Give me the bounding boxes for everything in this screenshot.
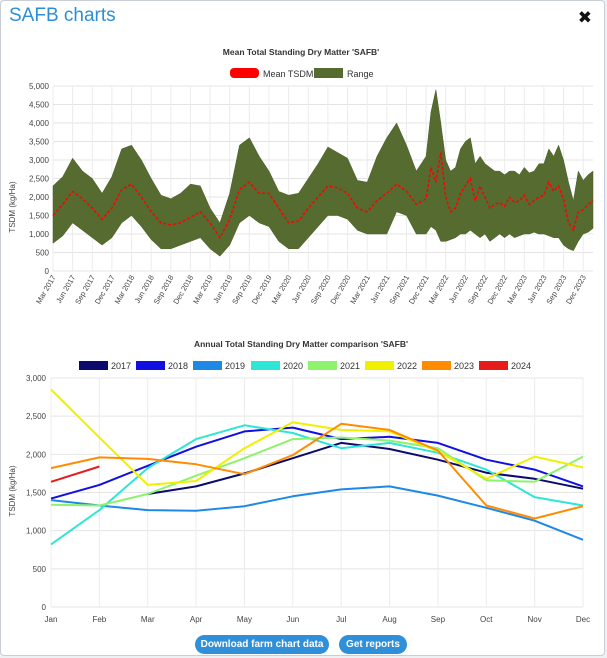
chart2-x-tick-label: Jun [286, 615, 299, 624]
chart2-y-tick-label: 1,000 [26, 527, 47, 536]
legend-range-label[interactable]: Range [347, 69, 374, 79]
chart1-y-tick-label: 3,500 [29, 138, 50, 147]
chart2-x-tick-label: Mar [141, 615, 155, 624]
chart1-title: Mean Total Standing Dry Matter 'SAFB' [223, 47, 379, 57]
chart2-y-tick-label: 0 [42, 603, 47, 612]
chart1-y-tick-label: 2,500 [29, 175, 50, 184]
legend-swatch-2020[interactable] [251, 361, 280, 370]
chart2-title: Annual Total Standing Dry Matter compari… [194, 339, 408, 349]
series-line-2022 [50, 388, 584, 486]
range-area [52, 89, 594, 257]
modal-title: SAFB charts [9, 5, 116, 26]
chart2-x-tick-label: Aug [382, 615, 396, 624]
chart2-x-tick-label: Jul [336, 615, 346, 624]
legend-swatch-2022[interactable] [365, 361, 394, 370]
legend-swatch-2017[interactable] [79, 361, 108, 370]
download-chart-data-button[interactable]: Download farm chart data [195, 635, 329, 654]
legend-label-2021[interactable]: 2021 [340, 361, 360, 371]
chart1-y-tick-label: 4,500 [29, 101, 50, 110]
legend-label-2022[interactable]: 2022 [397, 361, 417, 371]
legend-mean-label[interactable]: Mean TSDM [263, 69, 313, 79]
chart2-x-tick-label: Apr [190, 615, 203, 624]
chart2-y-tick-label: 500 [33, 565, 47, 574]
chart2-x-tick-label: Dec [576, 615, 590, 624]
chart1-y-tick-label: 1,000 [29, 230, 50, 239]
chart2-y-tick-label: 2,500 [26, 412, 47, 421]
chart2-x-tick-label: Jan [45, 615, 58, 624]
chart2-x-tick-label: Oct [480, 615, 493, 624]
legend-label-2024[interactable]: 2024 [511, 361, 531, 371]
legend-swatch-2024[interactable] [479, 361, 508, 370]
mean-tsdm-chart: Mean Total Standing Dry Matter 'SAFB' Me… [8, 47, 594, 306]
series-line-2019 [50, 485, 584, 541]
series-line-2018 [50, 426, 584, 500]
series-line-2023 [50, 422, 584, 520]
legend-label-2020[interactable]: 2020 [283, 361, 303, 371]
chart2-x-tick-label: Sep [431, 615, 446, 624]
legend-swatch-2023[interactable] [422, 361, 451, 370]
series-line-2020 [50, 424, 584, 546]
legend-range-swatch[interactable] [314, 68, 343, 78]
mean-tsdm-line [52, 152, 594, 240]
legend-mean-swatch[interactable] [230, 68, 259, 78]
chart1-y-tick-label: 500 [36, 249, 50, 258]
legend-label-2019[interactable]: 2019 [225, 361, 245, 371]
legend-label-2023[interactable]: 2023 [454, 361, 474, 371]
chart1-y-tick-label: 3,000 [29, 156, 50, 165]
legend-label-2017[interactable]: 2017 [111, 361, 131, 371]
chart1-y-tick-label: 4,000 [29, 119, 50, 128]
legend-swatch-2021[interactable] [308, 361, 337, 370]
chart2-y-tick-label: 2,000 [26, 450, 47, 459]
chart1-y-tick-label: 5,000 [29, 82, 50, 91]
chart1-legend: Mean TSDM Range [230, 68, 374, 79]
series-line-2024 [50, 465, 100, 483]
chart2-y-axis-label: TSDM (kg/Ha) [8, 465, 17, 516]
get-reports-button[interactable]: Get reports [339, 635, 407, 654]
chart2-x-tick-label: Nov [528, 615, 542, 624]
close-icon[interactable]: ✖ [577, 8, 592, 27]
chart2-x-tick-label: May [237, 615, 252, 624]
chart2-y-tick-label: 3,000 [26, 374, 47, 383]
chart1-y-axis-label: TSDM (kg/Ha) [8, 181, 17, 232]
chart1-y-tick-label: 1,500 [29, 212, 50, 221]
legend-swatch-2019[interactable] [193, 361, 222, 370]
chart2-legend: 2017 2018 2019 2020 2021 2022 2023 2024 [79, 361, 531, 371]
chart1-y-tick-label: 2,000 [29, 193, 50, 202]
chart2-y-tick-label: 1,500 [26, 489, 47, 498]
annual-comparison-chart: Annual Total Standing Dry Matter compari… [8, 339, 590, 624]
legend-swatch-2018[interactable] [136, 361, 165, 370]
legend-label-2018[interactable]: 2018 [168, 361, 188, 371]
chart1-y-tick-label: 0 [45, 267, 50, 276]
chart2-x-tick-label: Feb [92, 615, 106, 624]
